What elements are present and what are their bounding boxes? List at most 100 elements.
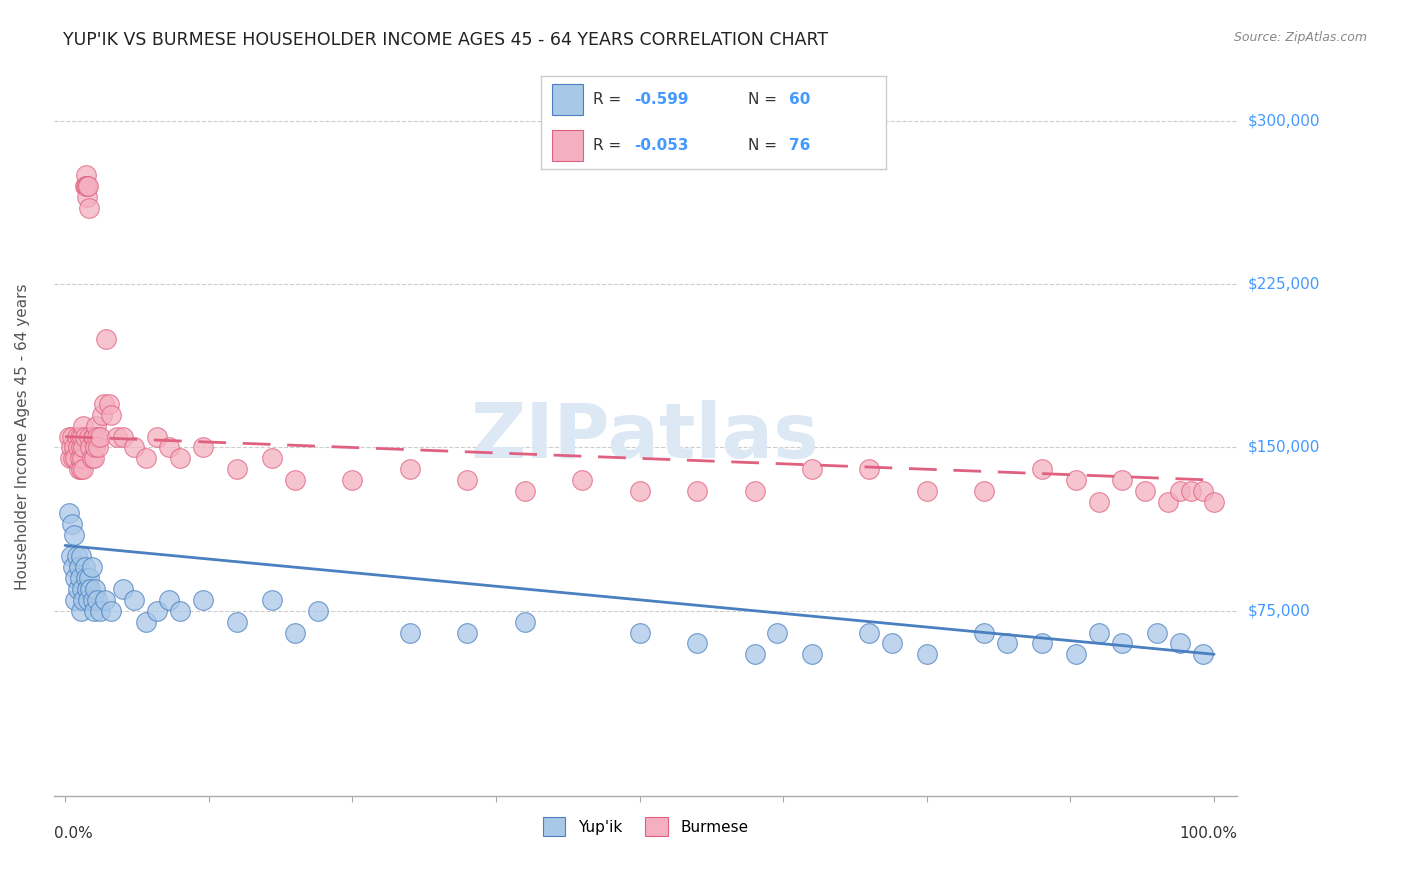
Point bbox=[58, 506, 80, 520]
Point bbox=[571, 473, 593, 487]
Text: R =: R = bbox=[593, 138, 626, 153]
Point bbox=[84, 418, 107, 433]
Point bbox=[83, 429, 105, 443]
Text: 100.0%: 100.0% bbox=[1180, 826, 1237, 841]
Point bbox=[65, 451, 87, 466]
Point bbox=[77, 201, 100, 215]
Point bbox=[1157, 495, 1180, 509]
Point bbox=[100, 408, 122, 422]
Point bbox=[94, 592, 117, 607]
Point bbox=[84, 582, 107, 596]
Point bbox=[60, 429, 83, 443]
Point bbox=[146, 604, 169, 618]
Bar bbox=[551, 84, 582, 115]
Point bbox=[1111, 473, 1133, 487]
Point bbox=[1088, 625, 1111, 640]
Text: N =: N = bbox=[748, 92, 782, 107]
Point bbox=[260, 451, 283, 466]
Y-axis label: Householder Income Ages 45 - 64 years: Householder Income Ages 45 - 64 years bbox=[15, 284, 30, 590]
Point bbox=[83, 451, 105, 466]
Point bbox=[72, 429, 94, 443]
Point bbox=[75, 169, 97, 183]
Text: $150,000: $150,000 bbox=[1249, 440, 1320, 455]
Point bbox=[973, 625, 995, 640]
Point bbox=[90, 408, 112, 422]
Point bbox=[93, 397, 115, 411]
Point bbox=[59, 441, 82, 455]
Point bbox=[77, 429, 100, 443]
Point bbox=[169, 604, 191, 618]
Point bbox=[96, 332, 118, 346]
Point bbox=[70, 604, 93, 618]
Legend: Yup'ik, Burmese: Yup'ik, Burmese bbox=[537, 811, 754, 842]
Point bbox=[66, 441, 89, 455]
Point bbox=[1064, 473, 1087, 487]
Point bbox=[858, 625, 880, 640]
Point bbox=[1133, 483, 1156, 498]
Point bbox=[72, 418, 94, 433]
Point bbox=[76, 179, 98, 194]
Point bbox=[135, 451, 157, 466]
Point bbox=[66, 582, 89, 596]
Point bbox=[1168, 636, 1191, 650]
Point bbox=[79, 582, 101, 596]
Point bbox=[995, 636, 1018, 650]
Bar bbox=[551, 130, 582, 161]
Point bbox=[111, 429, 134, 443]
Point bbox=[226, 462, 249, 476]
Point bbox=[70, 462, 93, 476]
Text: YUP'IK VS BURMESE HOUSEHOLDER INCOME AGES 45 - 64 YEARS CORRELATION CHART: YUP'IK VS BURMESE HOUSEHOLDER INCOME AGE… bbox=[63, 31, 828, 49]
Point bbox=[882, 636, 904, 650]
Point bbox=[86, 429, 108, 443]
Point bbox=[766, 625, 789, 640]
Point bbox=[63, 527, 86, 541]
Point bbox=[80, 560, 103, 574]
Point bbox=[76, 190, 98, 204]
Point bbox=[73, 179, 96, 194]
Point bbox=[744, 483, 766, 498]
Point bbox=[800, 462, 823, 476]
Point bbox=[69, 571, 91, 585]
Point bbox=[973, 483, 995, 498]
Point bbox=[62, 560, 84, 574]
Point bbox=[628, 625, 651, 640]
Point bbox=[1191, 483, 1213, 498]
Point bbox=[1180, 483, 1202, 498]
Point bbox=[89, 604, 111, 618]
Point bbox=[513, 483, 536, 498]
Point bbox=[76, 582, 98, 596]
Text: N =: N = bbox=[748, 138, 782, 153]
Point bbox=[398, 462, 420, 476]
Point bbox=[72, 592, 94, 607]
Text: 0.0%: 0.0% bbox=[53, 826, 93, 841]
Point bbox=[191, 441, 214, 455]
Point bbox=[82, 429, 104, 443]
Point bbox=[100, 604, 122, 618]
Point bbox=[1031, 462, 1053, 476]
Text: $300,000: $300,000 bbox=[1249, 113, 1320, 128]
Point bbox=[82, 592, 104, 607]
Point bbox=[86, 592, 108, 607]
Point bbox=[513, 615, 536, 629]
Point bbox=[77, 179, 100, 194]
Point bbox=[342, 473, 364, 487]
Point bbox=[1088, 495, 1111, 509]
Point bbox=[915, 483, 938, 498]
Point bbox=[284, 625, 307, 640]
Point bbox=[97, 397, 120, 411]
Point bbox=[70, 549, 93, 564]
Point bbox=[59, 451, 82, 466]
Point bbox=[67, 462, 90, 476]
Text: -0.599: -0.599 bbox=[634, 92, 689, 107]
Text: $75,000: $75,000 bbox=[1249, 603, 1310, 618]
Point bbox=[89, 429, 111, 443]
Point bbox=[77, 571, 100, 585]
Point bbox=[75, 179, 97, 194]
Point bbox=[65, 571, 87, 585]
Point bbox=[686, 483, 709, 498]
Point bbox=[915, 647, 938, 661]
Text: $225,000: $225,000 bbox=[1249, 277, 1320, 292]
Point bbox=[157, 592, 180, 607]
Point bbox=[60, 516, 83, 531]
Point bbox=[79, 441, 101, 455]
